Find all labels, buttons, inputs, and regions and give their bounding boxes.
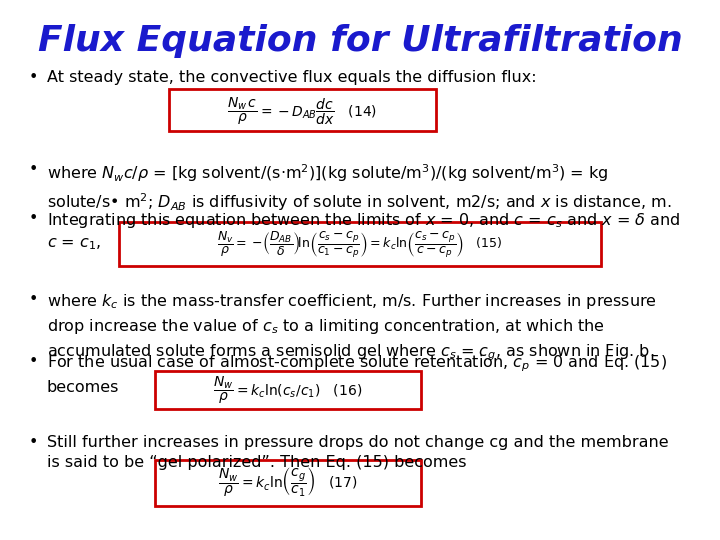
Text: At steady state, the convective flux equals the diffusion flux:: At steady state, the convective flux equ… bbox=[47, 70, 536, 85]
Text: Still further increases in pressure drops do not change cg and the membrane
is s: Still further increases in pressure drop… bbox=[47, 435, 668, 470]
FancyBboxPatch shape bbox=[155, 371, 421, 409]
Text: •: • bbox=[29, 354, 38, 369]
Text: •: • bbox=[29, 162, 38, 177]
FancyBboxPatch shape bbox=[169, 89, 436, 131]
Text: Flux Equation for Ultrafiltration: Flux Equation for Ultrafiltration bbox=[37, 24, 683, 58]
Text: $\dfrac{N_w\,c}{\rho} = -D_{AB}\dfrac{dc}{dx}$   (14): $\dfrac{N_w\,c}{\rho} = -D_{AB}\dfrac{dc… bbox=[228, 95, 377, 126]
Text: where $k_c$ is the mass-transfer coefficient, m/s. Further increases in pressure: where $k_c$ is the mass-transfer coeffic… bbox=[47, 292, 657, 363]
FancyBboxPatch shape bbox=[119, 222, 601, 266]
Text: •: • bbox=[29, 292, 38, 307]
Text: For the usual case of almost-complete solute retentation, $c_p$ = 0 and Eq. (15): For the usual case of almost-complete so… bbox=[47, 354, 667, 395]
Text: $\dfrac{N_w}{\rho} = k_c \ln(c_s/c_1)$   (16): $\dfrac{N_w}{\rho} = k_c \ln(c_s/c_1)$ (… bbox=[213, 375, 363, 406]
Text: $\dfrac{N_w}{\rho} = k_c \ln\!\left(\dfrac{c_g}{c_1}\right)$   (17): $\dfrac{N_w}{\rho} = k_c \ln\!\left(\dfr… bbox=[218, 465, 358, 499]
Text: Integrating this equation between the limits of $x$ = 0, and $c$ = $c_s$ and $x$: Integrating this equation between the li… bbox=[47, 211, 680, 252]
Text: $\dfrac{N_v}{\rho} = -\!\left(\dfrac{D_{AB}}{\delta}\right)\!\ln\!\left(\dfrac{c: $\dfrac{N_v}{\rho} = -\!\left(\dfrac{D_{… bbox=[217, 230, 503, 260]
Text: •: • bbox=[29, 435, 38, 450]
Text: •: • bbox=[29, 70, 38, 85]
Text: •: • bbox=[29, 211, 38, 226]
FancyBboxPatch shape bbox=[155, 460, 421, 506]
Text: where $N_w c/\rho$ = [kg solvent/(s·m$^2$)](kg solute/m$^3$)/(kg solvent/m$^3$) : where $N_w c/\rho$ = [kg solvent/(s·m$^2… bbox=[47, 162, 671, 213]
